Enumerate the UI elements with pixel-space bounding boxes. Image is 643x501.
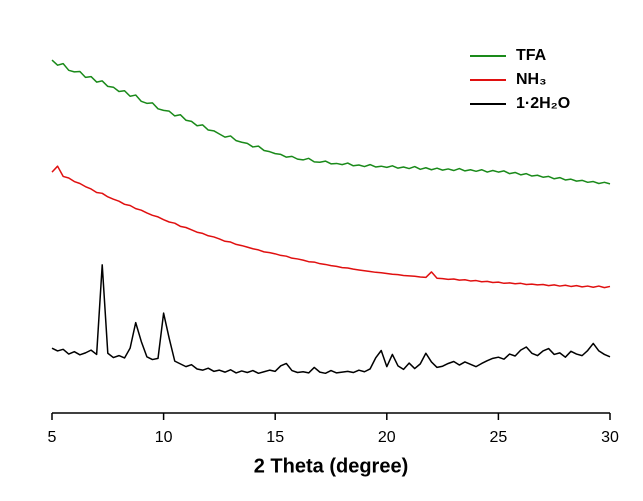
x-tick-label: 20 <box>378 429 396 446</box>
x-tick-label: 5 <box>48 429 57 446</box>
legend-label: 1·2H₂O <box>516 95 570 112</box>
series-line <box>51 264 611 375</box>
x-axis-title: 2 Theta (degree) <box>254 455 408 477</box>
legend-label: TFA <box>516 47 547 64</box>
x-tick-label: 25 <box>490 429 508 446</box>
x-tick-label: 10 <box>155 429 173 446</box>
series-line <box>51 165 611 289</box>
series-line <box>51 59 611 185</box>
legend-label: NH₃ <box>516 71 547 88</box>
x-tick-label: 30 <box>601 429 619 446</box>
x-tick-label: 15 <box>266 429 284 446</box>
